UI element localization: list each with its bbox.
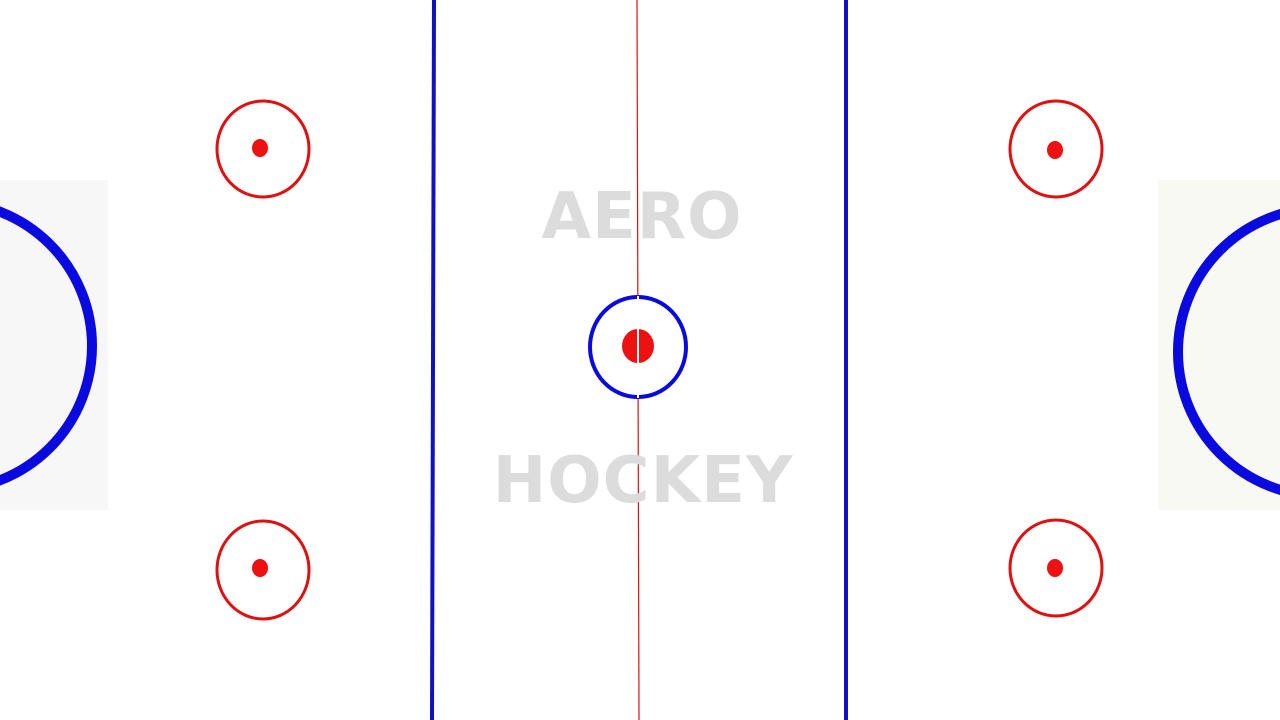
faceoff-circle-top-left bbox=[215, 99, 311, 199]
left-goal-crease bbox=[0, 206, 97, 486]
title-line-hockey: HOCKEY bbox=[493, 444, 794, 518]
faceoff-dot bbox=[252, 139, 268, 157]
faceoff-dot bbox=[252, 559, 268, 577]
center-faceoff bbox=[588, 295, 688, 399]
faceoff-circle-bottom-right bbox=[1008, 518, 1104, 618]
faceoff-circle-top-right bbox=[1008, 99, 1104, 199]
right-goal-crease bbox=[1173, 209, 1280, 495]
faceoff-dot bbox=[1047, 141, 1063, 159]
faceoff-dot bbox=[1047, 559, 1063, 577]
faceoff-circle-bottom-left bbox=[215, 519, 311, 621]
left-blue-line bbox=[430, 0, 436, 720]
title-line-aero: AERO bbox=[542, 180, 743, 254]
